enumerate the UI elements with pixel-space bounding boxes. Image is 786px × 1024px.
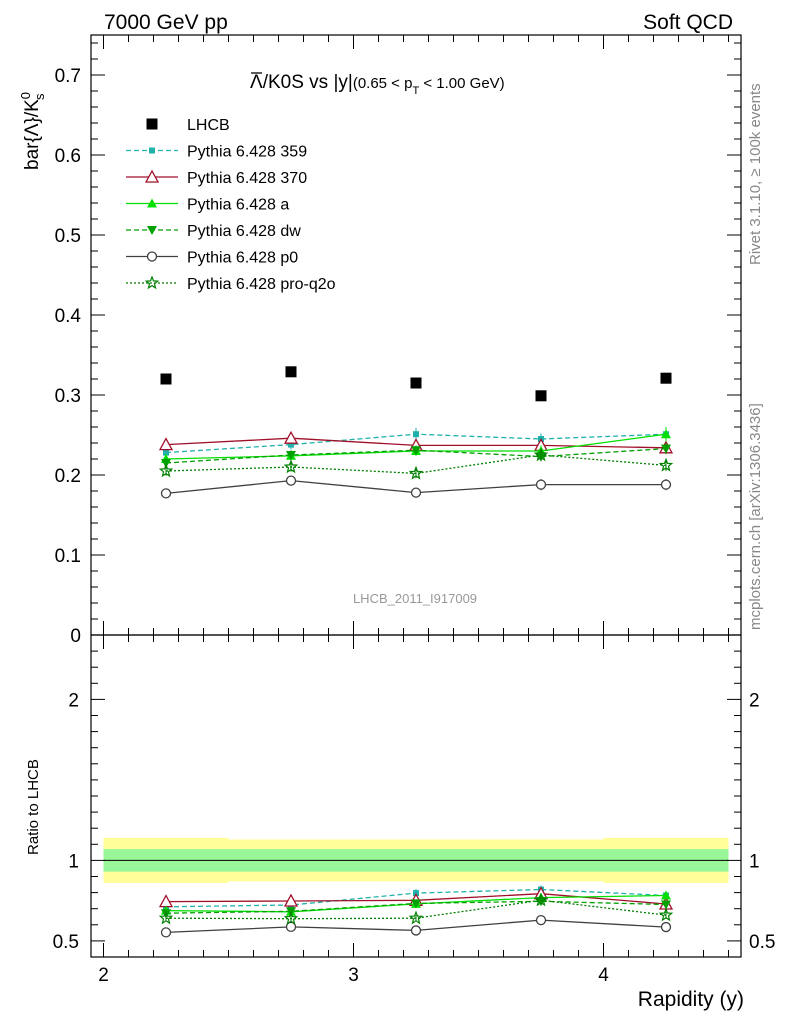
mc-data-point xyxy=(286,451,296,460)
mc-data-point xyxy=(283,430,299,444)
ratio-y-tick-label: 1 xyxy=(68,851,79,872)
ratio-y-axis-label: Ratio to LHCB xyxy=(25,759,42,855)
x-tick-label: 2 xyxy=(98,965,109,986)
mc-data-point xyxy=(660,479,672,490)
main-plot: Λ/K0S vs |y|(0.65 < pT < 1.00 GeV) bar{Λ… xyxy=(18,34,742,647)
mc-data-point xyxy=(533,447,549,462)
y-tick-label: 0.3 xyxy=(55,386,81,407)
mc-data-point xyxy=(410,487,422,498)
ratio-y-tick-label: 0.5 xyxy=(53,932,79,953)
lhcb-data-point xyxy=(535,390,547,402)
ratio-data-point xyxy=(658,907,674,922)
mc-data-point xyxy=(658,457,674,472)
y-tick-label: 0.7 xyxy=(55,66,81,87)
legend-marker xyxy=(144,169,160,183)
title-main: /K0S vs |y| xyxy=(263,72,353,93)
legend-marker xyxy=(147,226,157,235)
ratio-data-point xyxy=(158,910,174,925)
header-right: Soft QCD xyxy=(643,11,733,34)
y-tick-label: 0.2 xyxy=(55,466,81,487)
y-axis-label: bar{Λ}/K0s xyxy=(18,92,47,170)
y-axis-label-sub: s xyxy=(32,93,47,100)
mc-data-point xyxy=(158,463,174,478)
mc-data-point xyxy=(411,446,421,456)
legend-label: Pythia 6.428 p0 xyxy=(187,250,298,267)
x-tick-label: 4 xyxy=(598,965,609,986)
title-range: (0.65 < p xyxy=(353,75,413,92)
lhcb-data-point xyxy=(410,377,422,389)
mc-data-point xyxy=(285,475,297,486)
lhcb-data-point xyxy=(160,373,172,385)
mc-data-point xyxy=(158,437,174,451)
ratio-data-point xyxy=(411,899,421,909)
ratio-data-point xyxy=(283,893,299,907)
title-pt-subscript: T xyxy=(412,85,419,97)
y-tick-label: 0.4 xyxy=(55,306,82,327)
mc-data-point xyxy=(160,488,172,499)
x-tick-label: 3 xyxy=(348,965,359,986)
ratio-y-tick-label: 2 xyxy=(68,690,79,711)
legend-marker xyxy=(146,251,158,262)
ratio-data-point xyxy=(535,914,547,926)
x-axis-label: Rapidity (y) xyxy=(638,988,744,1011)
ratio-data-point xyxy=(408,910,424,925)
ratio-data-point xyxy=(533,892,549,907)
legend-marker xyxy=(147,198,157,208)
header-left: 7000 GeV pp xyxy=(104,11,228,34)
lhcb-data-point xyxy=(285,366,297,378)
analysis-watermark: LHCB_2011_I917009 xyxy=(353,591,477,606)
y-tick-label: 0 xyxy=(70,626,81,647)
y-tick-label: 0.5 xyxy=(55,226,81,247)
title-range-end: < 1.00 GeV) xyxy=(419,75,504,92)
mcplots-label: mcplots.cern.ch [arXiv:1306.3436] xyxy=(747,403,764,630)
y-axis-label-sup: 0 xyxy=(18,92,33,99)
legend-label: Pythia 6.428 pro-q2o xyxy=(187,276,336,293)
legend-marker xyxy=(149,147,155,154)
ratio-data-point xyxy=(660,921,672,933)
y-axis-label-main: bar{Λ}/K xyxy=(22,99,43,170)
ratio-y-tick-label-right: 1 xyxy=(749,851,760,872)
lhcb-data-point xyxy=(660,372,672,384)
legend-label: Pythia 6.428 dw xyxy=(187,223,301,240)
ratio-plot-frame xyxy=(90,634,742,958)
y-tick-label: 0.6 xyxy=(55,146,81,167)
legend-marker xyxy=(144,275,160,290)
ratio-data-point xyxy=(285,921,297,933)
mc-data-point xyxy=(288,441,294,448)
ratio-data-point xyxy=(661,890,671,900)
legend-label: Pythia 6.428 a xyxy=(187,197,289,214)
title-lambda: Λ xyxy=(250,72,263,93)
mc-data-point xyxy=(661,444,671,454)
legend-label: LHCB xyxy=(187,117,230,134)
mc-data-point xyxy=(408,465,424,480)
y-tick-label: 0.1 xyxy=(55,546,81,567)
ratio-data-point xyxy=(160,927,172,938)
mc-data-point xyxy=(661,429,671,439)
ratio-data-point xyxy=(661,900,671,910)
mc-data-point xyxy=(535,479,547,490)
ratio-data-point xyxy=(283,911,299,925)
mc-data-point xyxy=(163,449,169,456)
legend-label: Pythia 6.428 359 xyxy=(187,144,307,161)
mc-data-point xyxy=(283,459,299,474)
mc-data-point xyxy=(413,431,419,438)
ratio-y-tick-label-right: 0.5 xyxy=(749,932,775,953)
ratio-plot: Ratio to LHCB Rapidity (y) 2 3 4 0.5 0.5 1 1 2 2 xyxy=(25,634,775,1011)
ratio-data-point xyxy=(410,925,422,936)
legend-marker xyxy=(146,118,158,130)
rivet-label: Rivet 3.1.10, ≥ 100k events xyxy=(747,83,764,265)
legend-label: Pythia 6.428 370 xyxy=(187,170,307,187)
ratio-y-tick-label-right: 2 xyxy=(749,690,760,711)
plot-title: Λ/K0S vs |y|(0.65 < pT < 1.00 GeV) xyxy=(250,72,505,97)
